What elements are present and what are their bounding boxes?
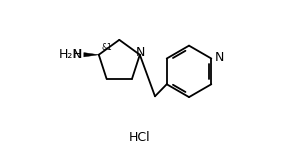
Polygon shape [84,53,99,57]
Text: N: N [136,46,145,59]
Text: H₂N: H₂N [59,48,83,61]
Text: &1: &1 [102,43,113,52]
Text: H: H [73,48,83,61]
Text: N: N [214,51,224,64]
Text: HCl: HCl [128,131,150,144]
